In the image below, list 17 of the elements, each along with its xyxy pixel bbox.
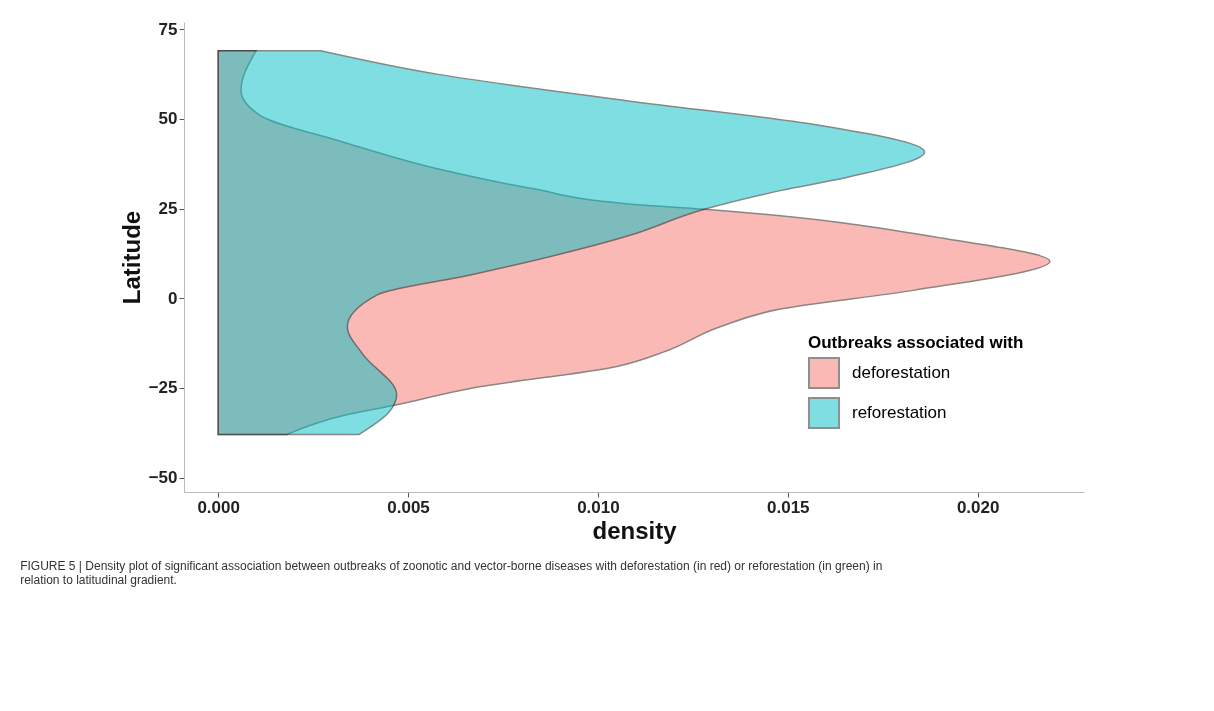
x-tick-label: 0.020	[956, 497, 1000, 517]
legend-label: reforestation	[852, 403, 947, 422]
legend-title: Outbreaks associated with	[808, 333, 1024, 352]
caption: FIGURE 5 | Density plot of significant association between outbreaks of zoonotic and vector-borne diseases with deforestation (in red) or reforestation (in green) in relation to latitudinal gradient.	[20, 559, 883, 587]
y-axis-title: Latitude	[117, 210, 145, 305]
x-tick-label: 0.000	[197, 497, 240, 517]
legend-label: deforestation	[852, 363, 951, 382]
y-tick-label: 50	[158, 109, 178, 129]
y-tick-label: 0	[168, 288, 178, 308]
x-tick-label: 0.005	[387, 497, 430, 517]
x-axis-title: density	[592, 516, 678, 544]
y-tick-label: 75	[158, 19, 178, 39]
x-tick-label: 0.015	[767, 497, 810, 517]
y-tick-label: 25	[158, 199, 178, 219]
y-tick-label: −50	[148, 468, 178, 488]
y-tick-label: −25	[148, 378, 178, 398]
x-tick-label: 0.010	[577, 497, 620, 517]
